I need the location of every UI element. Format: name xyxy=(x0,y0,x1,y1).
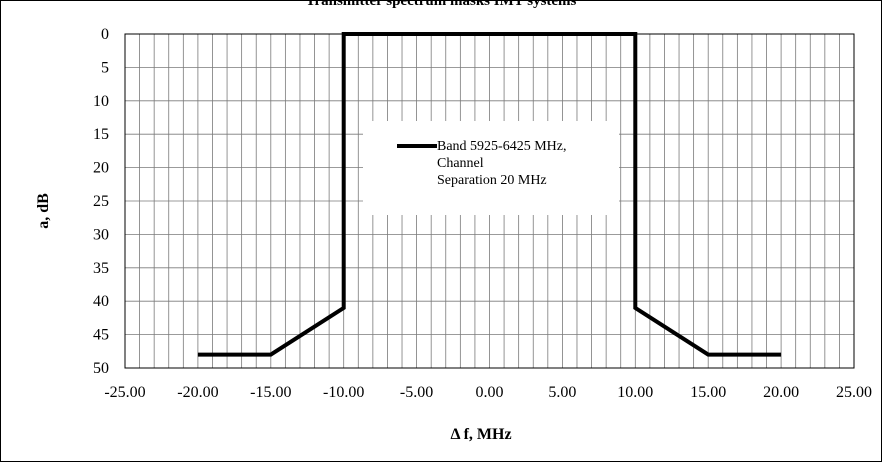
series-layer xyxy=(197,32,782,357)
y-axis-title: a, dB xyxy=(35,193,52,229)
y-tick-label: 15 xyxy=(93,126,109,143)
x-tick-label: 0.00 xyxy=(476,384,504,401)
tick-layer: -25.00 -20.00 -15.00 -10.00 -5.00 0.00 5.00 10.… xyxy=(93,26,872,401)
x-tick-label: 15.00 xyxy=(690,384,726,401)
legend-label: Band 5925-6425 MHz, Channel Separation 2… xyxy=(437,139,567,188)
y-tick-label: 40 xyxy=(93,293,109,310)
y-tick-label: 35 xyxy=(93,260,109,277)
x-tick-label: 5.00 xyxy=(548,384,576,401)
x-tick-label: 10.00 xyxy=(617,384,653,401)
x-tick-label: 20.00 xyxy=(763,384,799,401)
legend: Band 5925-6425 MHz, Channel Separation 2… xyxy=(363,121,619,215)
x-tick-label: -15.00 xyxy=(250,384,291,401)
y-tick-label: 25 xyxy=(93,193,109,210)
x-tick-label: -25.00 xyxy=(104,384,145,401)
y-tick-label: 50 xyxy=(93,360,109,377)
x-tick-label: -10.00 xyxy=(323,384,364,401)
x-tick-label: -20.00 xyxy=(177,384,218,401)
x-tick-label: 25.00 xyxy=(836,384,872,401)
x-tick-label: -5.00 xyxy=(400,384,433,401)
y-tick-label: 10 xyxy=(93,93,109,110)
y-tick-label: 30 xyxy=(93,226,109,243)
y-tick-label: 0 xyxy=(101,26,109,43)
x-axis-title: Δ f, MHz xyxy=(450,426,512,443)
y-tick-label: 5 xyxy=(101,59,109,76)
legend-swatch xyxy=(397,144,437,148)
series-line xyxy=(197,32,782,357)
y-tick-label: 45 xyxy=(93,327,109,344)
chart-title: Transmitter spectrum masks IMT systems xyxy=(305,0,577,9)
y-tick-label: 20 xyxy=(93,160,109,177)
